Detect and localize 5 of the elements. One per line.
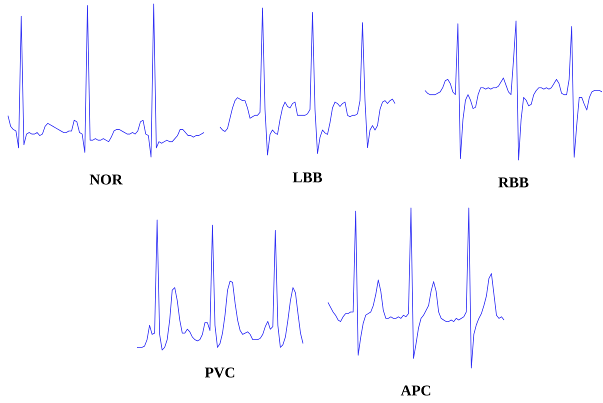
x-axis-title: LBB (292, 172, 322, 182)
x-axis-title: APC (400, 386, 430, 396)
x-axis-title: RBB (498, 178, 528, 188)
x-axis-title: PVC (204, 368, 234, 378)
x-axis-title: NOR (90, 174, 123, 185)
